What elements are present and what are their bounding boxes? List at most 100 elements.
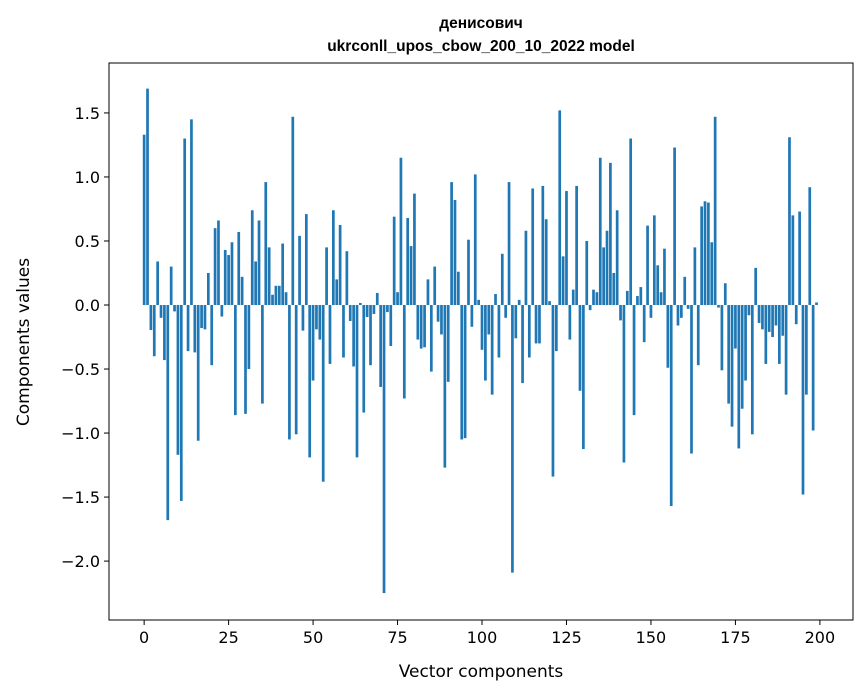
bar	[206, 272, 210, 306]
bar	[707, 202, 710, 306]
bar	[571, 289, 575, 306]
bar	[315, 305, 318, 330]
bar	[413, 193, 416, 306]
bar	[480, 305, 484, 350]
bar	[514, 305, 518, 339]
bar	[335, 279, 339, 306]
bar	[416, 305, 420, 340]
bar	[392, 216, 396, 306]
bar	[652, 215, 656, 306]
bar	[146, 88, 149, 306]
bar	[244, 305, 247, 414]
bar	[345, 251, 349, 306]
bar	[615, 210, 619, 306]
bar	[389, 305, 393, 346]
bar	[720, 305, 724, 371]
bar	[250, 210, 254, 306]
bar	[703, 201, 707, 306]
bar	[375, 292, 379, 306]
bar	[342, 305, 345, 358]
bar	[504, 305, 508, 318]
x-tick-label: 0	[139, 628, 149, 647]
bars-group	[142, 88, 818, 594]
bar	[774, 305, 778, 326]
bar	[163, 305, 166, 361]
bar	[365, 305, 369, 318]
bar	[696, 305, 700, 366]
bar	[521, 305, 524, 384]
bar	[646, 225, 649, 306]
bar	[805, 305, 808, 395]
bar	[460, 305, 464, 440]
bar	[369, 305, 372, 366]
bar	[497, 305, 501, 358]
bar	[754, 267, 758, 306]
bar	[619, 305, 622, 321]
bar	[409, 246, 413, 306]
y-axis-ticks: −2.0 −1.5 −1.0 −0.5 0.0 0.5 1.0 1.5	[61, 104, 109, 571]
bar	[196, 305, 200, 441]
bar	[500, 253, 504, 306]
bar	[298, 235, 301, 306]
bar	[625, 290, 629, 306]
y-tick-label: 0.0	[75, 296, 100, 315]
bar	[277, 285, 281, 306]
bar	[348, 305, 352, 322]
bar	[524, 230, 528, 306]
bar	[544, 219, 548, 306]
bar	[386, 305, 389, 313]
bar	[568, 305, 572, 340]
bar	[588, 305, 592, 311]
bar	[534, 305, 538, 344]
bar	[240, 276, 244, 306]
bar	[159, 305, 163, 318]
bar	[463, 305, 467, 439]
bar	[294, 305, 298, 435]
bar	[284, 292, 288, 306]
bar	[176, 305, 180, 455]
bar	[426, 279, 430, 306]
bar	[237, 232, 241, 306]
x-axis-label: Vector components	[399, 662, 564, 682]
bar	[281, 243, 285, 306]
bar	[683, 276, 687, 306]
bar	[210, 305, 214, 366]
bar	[301, 305, 305, 331]
bar	[494, 293, 497, 306]
y-tick-label: −1.0	[61, 424, 100, 443]
bar	[406, 217, 410, 306]
bar	[764, 305, 768, 364]
bar	[740, 305, 744, 409]
bar	[470, 305, 474, 327]
bar	[582, 305, 585, 450]
bar	[808, 187, 812, 306]
bar	[788, 137, 791, 306]
x-tick-label: 50	[303, 628, 323, 647]
bar	[734, 305, 737, 349]
bar	[791, 215, 795, 306]
bar	[318, 305, 322, 340]
y-tick-label: 1.0	[75, 168, 100, 187]
bar	[723, 283, 727, 306]
bar	[200, 305, 203, 329]
bar	[575, 185, 578, 306]
x-tick-label: 175	[720, 628, 751, 647]
bar	[288, 305, 291, 440]
bar	[811, 305, 815, 431]
bar	[649, 305, 653, 318]
bar	[152, 305, 156, 357]
bar	[423, 305, 426, 348]
bar	[531, 188, 535, 306]
bar	[473, 174, 477, 306]
bar	[173, 305, 176, 312]
bar	[433, 266, 437, 306]
bar	[257, 220, 261, 306]
bar	[744, 305, 747, 381]
bar	[558, 110, 562, 306]
bar	[234, 305, 237, 416]
bar	[781, 305, 785, 336]
bar	[338, 224, 342, 306]
bar	[798, 211, 801, 306]
bar	[585, 240, 589, 306]
